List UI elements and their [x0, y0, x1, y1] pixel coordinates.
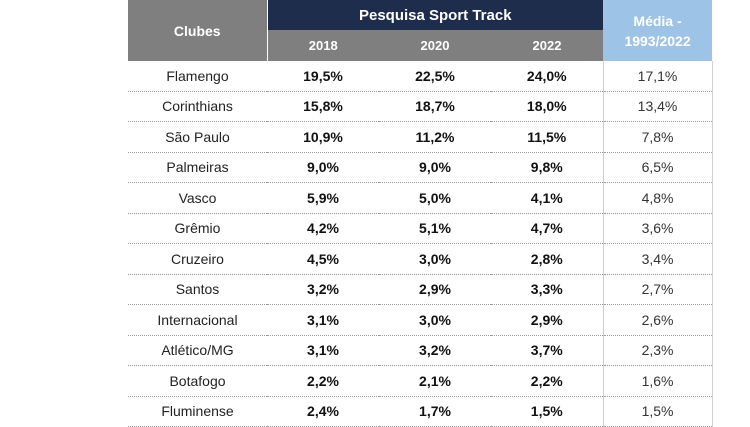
value-2022-cell: 2,2%	[491, 365, 604, 397]
value-2018-cell: 19,5%	[267, 61, 379, 92]
club-name-cell: Fluminense	[128, 396, 267, 427]
club-name-cell: Cruzeiro	[128, 243, 267, 275]
table-row: Grêmio 4,2% 5,1% 4,7% 3,6%	[128, 213, 713, 244]
value-2022-cell: 1,5%	[491, 396, 604, 427]
table-row: Fluminense 2,4% 1,7% 1,5% 1,5%	[128, 396, 713, 427]
value-2018-cell: 10,9%	[267, 121, 379, 153]
table-body: Flamengo 19,5% 22,5% 24,0% 17,1% Corinthians 1…	[128, 61, 713, 427]
average-cell: 1,5%	[602, 396, 713, 427]
value-2018-cell: 5,9%	[267, 182, 379, 214]
average-cell: 2,6%	[602, 304, 713, 336]
average-cell: 17,1%	[602, 61, 713, 92]
value-2020-cell: 3,2%	[379, 335, 491, 366]
average-cell: 1,6%	[602, 365, 713, 397]
table-row: Santos 3,2% 2,9% 3,3% 2,7%	[128, 274, 713, 305]
value-2020-cell: 22,5%	[379, 61, 491, 92]
value-2022-cell: 4,7%	[491, 213, 604, 244]
header-row-top: Clubes Pesquisa Sport Track Média - 1993…	[128, 0, 713, 61]
value-2020-cell: 5,0%	[379, 182, 491, 214]
table-row: Palmeiras 9,0% 9,0% 9,8% 6,5%	[128, 152, 713, 183]
header-row-years: 2018 2020 2022	[128, 30, 712, 61]
value-2020-cell: 9,0%	[379, 152, 491, 183]
average-header-line1: Média -	[633, 12, 682, 29]
value-2020-cell: 3,0%	[379, 304, 491, 336]
average-header-line2: 1993/2022	[624, 32, 691, 49]
average-cell: 7,8%	[602, 121, 713, 153]
club-name-cell: Botafogo	[128, 365, 267, 397]
club-name-cell: Santos	[128, 274, 267, 305]
value-2022-cell: 18,0%	[491, 91, 604, 122]
value-2018-cell: 2,2%	[267, 365, 379, 397]
clubs-header: Clubes	[128, 0, 268, 61]
value-2022-cell: 11,5%	[491, 121, 604, 153]
table-row: Botafogo 2,2% 2,1% 2,2% 1,6%	[128, 365, 713, 397]
value-2018-cell: 4,5%	[267, 243, 379, 275]
average-cell: 3,6%	[602, 213, 713, 244]
value-2022-cell: 3,7%	[491, 335, 604, 366]
table-row: Flamengo 19,5% 22,5% 24,0% 17,1%	[128, 61, 713, 92]
value-2018-cell: 3,2%	[267, 274, 379, 305]
average-cell: 4,8%	[602, 182, 713, 214]
value-2022-cell: 4,1%	[491, 182, 604, 214]
value-2022-cell: 2,9%	[491, 304, 604, 336]
value-2020-cell: 18,7%	[379, 91, 491, 122]
average-cell: 2,7%	[602, 274, 713, 305]
table-row: Atlético/MG 3,1% 3,2% 3,7% 2,3%	[128, 335, 713, 366]
club-name-cell: Grêmio	[128, 213, 267, 244]
club-name-cell: Corinthians	[128, 91, 267, 122]
value-2018-cell: 3,1%	[267, 335, 379, 366]
value-2018-cell: 2,4%	[267, 396, 379, 427]
value-2020-cell: 5,1%	[379, 213, 491, 244]
average-cell: 13,4%	[602, 91, 713, 122]
table-row: São Paulo 10,9% 11,2% 11,5% 7,8%	[128, 121, 713, 153]
value-2020-cell: 2,9%	[379, 274, 491, 305]
value-2020-cell: 11,2%	[379, 121, 491, 153]
value-2018-cell: 3,1%	[267, 304, 379, 336]
value-2022-cell: 3,3%	[491, 274, 604, 305]
club-name-cell: Vasco	[128, 182, 267, 214]
average-cell: 3,4%	[602, 243, 713, 275]
club-name-cell: São Paulo	[128, 121, 267, 153]
club-name-cell: Flamengo	[128, 61, 267, 92]
average-cell: 2,3%	[602, 335, 713, 366]
value-2022-cell: 24,0%	[491, 61, 604, 92]
table-row: Vasco 5,9% 5,0% 4,1% 4,8%	[128, 182, 713, 214]
value-2018-cell: 4,2%	[267, 213, 379, 244]
value-2018-cell: 15,8%	[267, 91, 379, 122]
club-name-cell: Atlético/MG	[128, 335, 267, 366]
value-2022-cell: 9,8%	[491, 152, 604, 183]
survey-header: Pesquisa Sport Track	[267, 0, 604, 30]
value-2020-cell: 2,1%	[379, 365, 491, 397]
fan-survey-table: Clubes Pesquisa Sport Track Média - 1993…	[128, 0, 713, 427]
table-row: Cruzeiro 4,5% 3,0% 2,8% 3,4%	[128, 243, 713, 275]
value-2020-cell: 3,0%	[379, 243, 491, 275]
table-row: Internacional 3,1% 3,0% 2,9% 2,6%	[128, 304, 713, 336]
club-name-cell: Palmeiras	[128, 152, 267, 183]
value-2020-cell: 1,7%	[379, 396, 491, 427]
year-header-2020: 2020	[379, 30, 491, 61]
table-row: Corinthians 15,8% 18,7% 18,0% 13,4%	[128, 91, 713, 122]
value-2022-cell: 2,8%	[491, 243, 604, 275]
club-name-cell: Internacional	[128, 304, 267, 336]
average-header: Média - 1993/2022	[603, 0, 713, 61]
average-cell: 6,5%	[602, 152, 713, 183]
year-header-2018: 2018	[267, 30, 379, 61]
year-header-2022: 2022	[491, 30, 604, 61]
value-2018-cell: 9,0%	[267, 152, 379, 183]
